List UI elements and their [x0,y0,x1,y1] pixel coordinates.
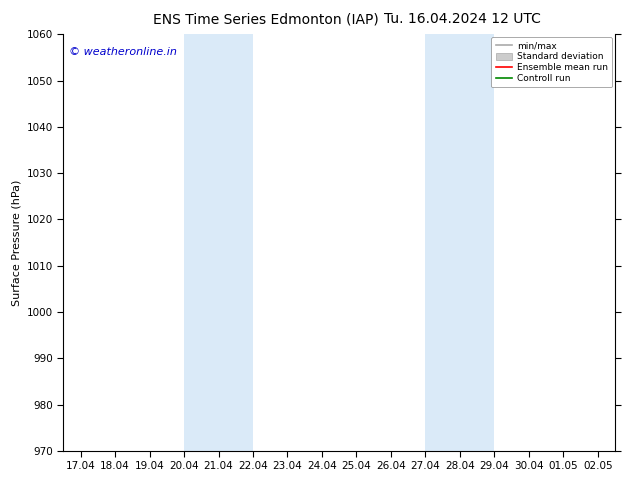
Text: Tu. 16.04.2024 12 UTC: Tu. 16.04.2024 12 UTC [384,12,541,26]
Text: ENS Time Series Edmonton (IAP): ENS Time Series Edmonton (IAP) [153,12,379,26]
Bar [425,34,495,451]
Y-axis label: Surface Pressure (hPa): Surface Pressure (hPa) [11,179,21,306]
Legend: min/max, Standard deviation, Ensemble mean run, Controll run: min/max, Standard deviation, Ensemble me… [491,37,612,87]
Bar [184,34,253,451]
Text: © weatheronline.in: © weatheronline.in [69,47,177,57]
